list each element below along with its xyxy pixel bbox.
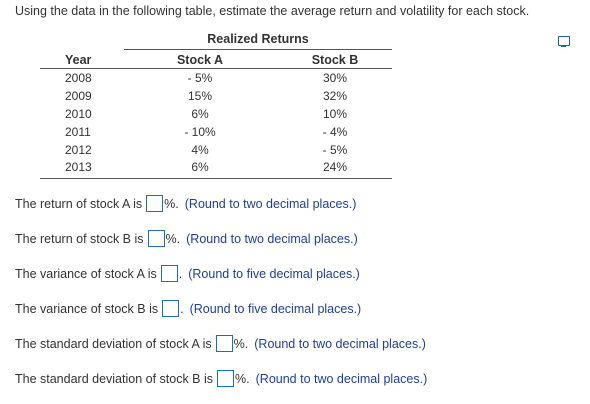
table-group-header: Realized Returns [207,32,309,46]
cell-stock-b: - 5% [322,143,348,157]
prompt-stddev-b: The standard deviation of stock B is %. … [15,370,427,387]
rounding-hint: (Round to five decimal places.) [189,301,362,316]
table-row: 2012 4% - 5% [40,143,392,160]
question-text: Using the data in the following table, e… [15,4,530,18]
cell-year: 2012 [65,143,92,157]
prompt-suffix: %. [165,231,181,246]
prompt-stddev-a: The standard deviation of stock A is %. … [15,335,426,352]
rounding-hint: (Round to two decimal places.) [254,336,426,351]
prompt-label: The return of stock A is [15,196,143,211]
cell-stock-a: 4% [191,143,209,157]
cell-year: 2008 [65,71,92,85]
cell-year: 2009 [65,89,92,103]
prompt-suffix: %. [235,371,250,386]
prompt-suffix: . [178,266,183,281]
table-row: 2010 6% 10% [40,107,392,124]
table-row: 2009 15% 32% [40,89,392,106]
prompt-suffix: %. [164,196,179,211]
cell-stock-a: 6% [191,160,209,174]
rounding-hint: (Round to two decimal places.) [184,196,357,211]
cell-stock-a: 6% [191,107,209,121]
cell-stock-a: - 5% [187,71,213,85]
cell-year: 2011 [65,125,91,139]
answer-input-variance-b[interactable] [162,300,180,317]
table-row: 2013 6% 24% [40,160,392,177]
column-header-stock-a: Stock A [176,53,224,67]
rounding-hint: (Round to two decimal places.) [255,371,428,386]
table-row: 2008 - 5% 30% [40,71,392,88]
answer-input-variance-a[interactable] [160,265,178,282]
answer-input-stddev-a[interactable] [215,335,233,352]
prompt-suffix: %. [233,336,249,351]
prompt-label: The standard deviation of stock B is [15,371,214,386]
cell-stock-a: 15% [187,89,213,103]
answer-input-stddev-b[interactable] [217,370,235,387]
bottom-rule [40,178,392,179]
cell-stock-b: 30% [322,71,348,85]
cell-stock-b: 10% [322,107,348,121]
cell-stock-a: - 10% [184,125,216,139]
cell-year: 2013 [65,160,92,174]
cell-stock-b: 32% [322,89,348,103]
column-header-year: Year [65,53,92,67]
answer-input-return-b[interactable] [147,230,165,247]
prompt-variance-b: The variance of stock B is . (Round to f… [15,300,361,317]
copy-to-spreadsheet-icon[interactable] [558,36,570,47]
prompt-variance-a: The variance of stock A is . (Round to f… [15,265,360,282]
prompt-label: The standard deviation of stock A is [15,336,212,351]
prompt-suffix: . [180,301,184,316]
column-header-stock-b: Stock B [311,53,359,67]
answer-input-return-a[interactable] [146,195,164,212]
group-header-rule [124,49,392,50]
cell-stock-b: - 4% [322,125,348,139]
prompt-label: The variance of stock B is [15,301,159,316]
rounding-hint: (Round to two decimal places.) [186,231,358,246]
table-row: 2011 - 10% - 4% [40,125,392,142]
cell-year: 2010 [65,107,92,121]
prompt-label: The return of stock B is [15,231,144,246]
rounding-hint: (Round to five decimal places.) [188,266,360,281]
header-rule [40,68,392,69]
prompt-return-b: The return of stock B is %. (Round to tw… [15,230,358,247]
cell-stock-b: 24% [322,160,348,174]
prompt-label: The variance of stock A is [15,266,157,281]
prompt-return-a: The return of stock A is %. (Round to tw… [15,195,356,212]
